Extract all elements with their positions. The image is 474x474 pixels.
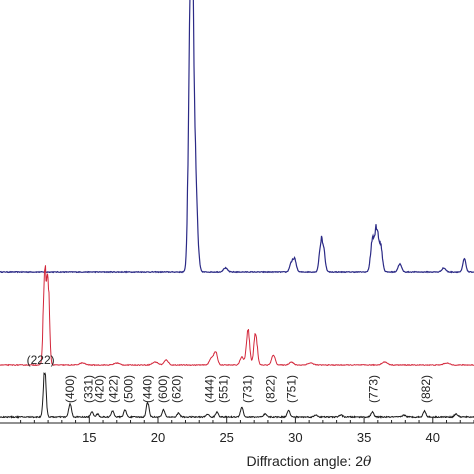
x-axis-title-text: Diffraction angle: 2: [247, 453, 364, 469]
x-tick-label: 25: [219, 430, 233, 445]
peak-labels: (222) (400) (331)(420) (422) (500) (440) (600)…: [27, 353, 433, 403]
peak-label: (440): [141, 375, 155, 403]
peak-label: (620): [170, 375, 184, 403]
peak-label: (222): [27, 353, 55, 367]
x-tick-label: 35: [357, 430, 371, 445]
peak-label: (751): [284, 375, 298, 403]
peak-label: (331): [82, 375, 96, 403]
peak-label: (400): [63, 375, 77, 403]
peak-label: (422): [106, 375, 120, 403]
x-tick-label: 30: [288, 430, 302, 445]
peak-label: (600): [156, 375, 170, 403]
peak-label: (420): [93, 375, 107, 403]
x-tick-label: 40: [426, 430, 440, 445]
x-tick-label: 20: [151, 430, 165, 445]
peak-label: (822): [264, 375, 278, 403]
peak-label: (773): [367, 375, 381, 403]
x-axis: 15 20 25 30 35 40: [0, 417, 474, 445]
series-line-1: [0, 0, 474, 274]
x-axis-title-symbol: θ: [363, 454, 372, 470]
peak-label: (551): [216, 375, 230, 403]
series-line-3: [0, 372, 474, 419]
series-line-2: [0, 265, 474, 367]
peak-label: (731): [240, 375, 254, 403]
peak-label: (444): [203, 375, 217, 403]
x-tick-label: 15: [82, 430, 96, 445]
peak-label: (500): [121, 375, 135, 403]
x-axis-title: Diffraction angle: 2θ: [247, 453, 372, 470]
series-layer: [0, 0, 474, 419]
peak-label: (882): [419, 375, 433, 403]
x-axis-ticks: 15 20 25 30 35 40: [20, 417, 474, 445]
